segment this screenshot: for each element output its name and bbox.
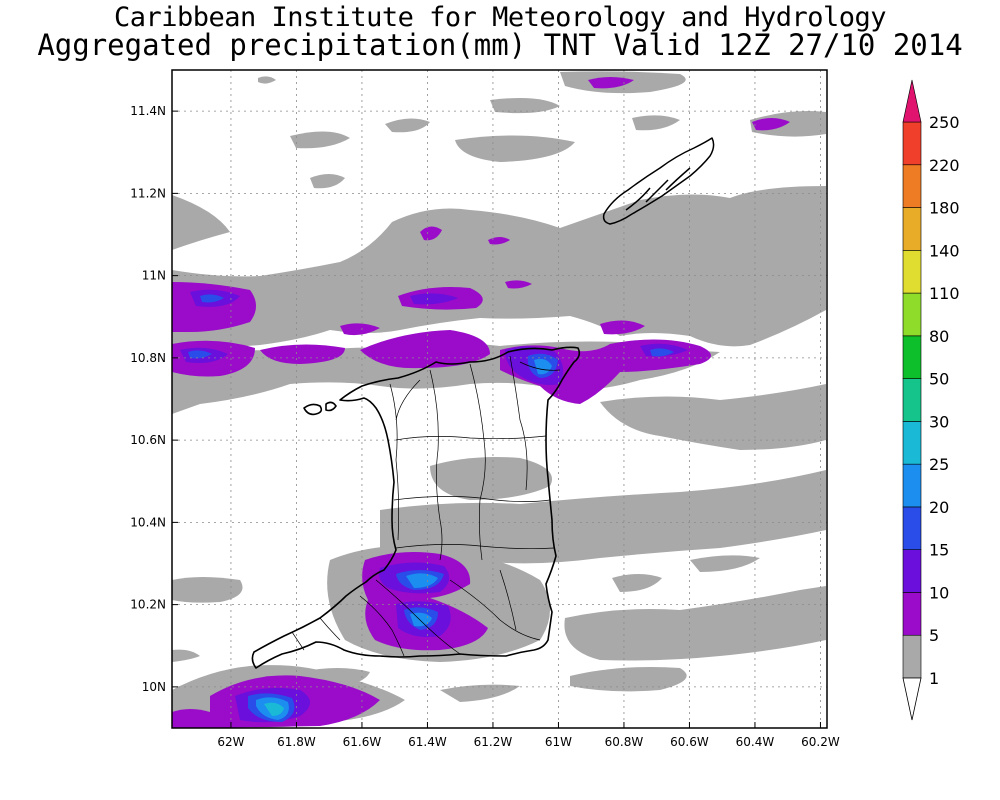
legend-swatch [902, 506, 922, 550]
legend-swatch [902, 378, 922, 422]
legend-bottom-arrow [902, 677, 922, 721]
legend-label: 20 [929, 498, 949, 517]
legend-label: 15 [929, 541, 949, 560]
lon-tick-label: 60.2W [801, 735, 840, 749]
legend-label: 50 [929, 370, 949, 389]
chart-title-institute: Caribbean Institute for Meteorology and … [113, 2, 887, 33]
legend-top-arrow [902, 79, 922, 123]
legend-swatch [902, 335, 922, 379]
lon-tick-label: 61.2W [474, 735, 513, 749]
trinidad-internal-boundaries [291, 355, 561, 657]
plot-frame [171, 69, 828, 729]
lon-tick-label: 62W [217, 735, 244, 749]
legend-label: 140 [929, 241, 960, 260]
axis-ticks [172, 110, 821, 728]
legend-label: 220 [929, 156, 960, 175]
lon-tick-label: 61.4W [408, 735, 447, 749]
legend-swatch [902, 250, 922, 294]
legend-swatch [902, 549, 922, 593]
legend-label: 5 [929, 626, 939, 645]
tobago-coastline [602, 137, 715, 225]
lat-tick-label: 10.2N [130, 598, 166, 612]
lon-tick-label: 60.6W [670, 735, 709, 749]
lon-tick-label: 60.4W [736, 735, 775, 749]
legend-swatch [902, 421, 922, 465]
legend-label: 110 [929, 284, 960, 303]
legend-label: 180 [929, 199, 960, 218]
legend-swatch [902, 634, 922, 679]
lon-tick-label: 61.8W [277, 735, 316, 749]
legend-swatch [902, 207, 922, 251]
legend-swatch [902, 292, 922, 337]
lat-tick-label: 10.4N [130, 515, 166, 529]
lat-tick-label: 10.6N [130, 433, 166, 447]
lon-tick-label: 61W [545, 735, 572, 749]
longitude-labels: 62W 61.8W 61.6W 61.4W 61.2W 61W 60.8W 60.6W 60.4… [217, 735, 839, 749]
legend-label: 10 [929, 583, 949, 602]
map-gridlines [172, 70, 827, 728]
legend-label: 30 [929, 412, 949, 431]
lon-tick-label: 61.6W [343, 735, 382, 749]
legend-swatch [902, 592, 922, 636]
lat-tick-label: 10.8N [130, 351, 166, 365]
legend-label: 250 [929, 113, 960, 132]
legend-swatch [902, 463, 922, 508]
legend-swatch [902, 121, 922, 166]
lat-tick-label: 10N [142, 680, 166, 694]
legend-swatch [902, 164, 922, 208]
legend-label: 1 [929, 669, 939, 688]
latitude-labels: 10N 10.2N 10.4N 10.6N 10.8N 11N 11.2N 11.4N [130, 104, 166, 694]
legend-label: 25 [929, 455, 949, 474]
chart-title-product: Aggregated precipitation(mm) TNT Valid 1… [37, 28, 963, 62]
lon-tick-label: 60.8W [605, 735, 644, 749]
lat-tick-label: 11.4N [130, 104, 166, 118]
legend-label: 80 [929, 327, 949, 346]
lat-tick-label: 11.2N [130, 186, 166, 200]
rain-field-intense [256, 358, 552, 720]
lat-tick-label: 11N [142, 269, 166, 283]
trinidad-coastline [251, 346, 581, 669]
